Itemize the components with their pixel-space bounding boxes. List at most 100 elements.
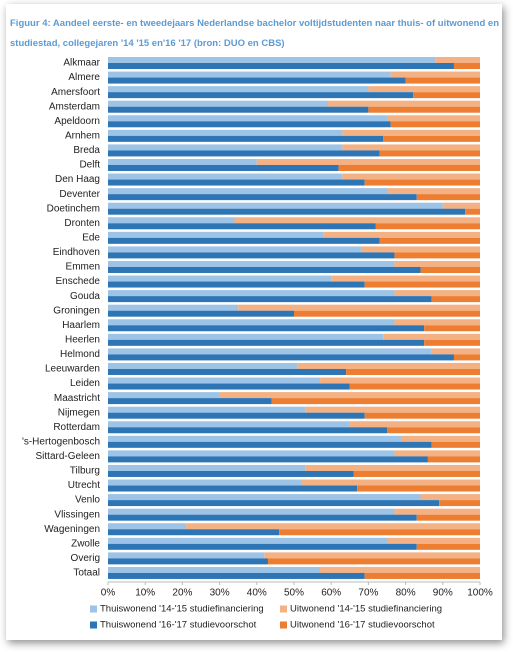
y-tick-label: Nijmegen (58, 407, 100, 418)
bar-segment (394, 290, 480, 297)
bar-segment (108, 246, 361, 253)
bar-segment (108, 281, 365, 288)
bar-segment (387, 188, 480, 195)
bar-segment (108, 115, 387, 122)
bar-segment (108, 92, 414, 99)
bar-segment (108, 412, 365, 419)
bar-segment (353, 470, 480, 477)
bar-segment (431, 348, 480, 355)
bar-segment (427, 456, 480, 463)
bar-segment (108, 144, 343, 151)
bar-segment (331, 275, 480, 282)
y-tick-label: Groningen (53, 305, 100, 316)
bar-segment (186, 523, 480, 530)
bar-segment (453, 63, 480, 69)
bar-segment (108, 333, 384, 340)
bar-segment (108, 435, 402, 442)
bar-segment (108, 348, 432, 355)
bar-segment (431, 296, 480, 303)
y-tick-label: Utrecht (68, 480, 100, 491)
y-tick-label: Totaal (73, 568, 100, 579)
frame: Figuur 4: Aandeel eerste- en tweedejaars… (6, 4, 502, 640)
bar-segment (465, 208, 480, 215)
y-tick-label: Gouda (70, 291, 100, 302)
bar-segment (416, 194, 480, 201)
y-tick-label: Dronten (64, 218, 100, 229)
bar-segment (342, 129, 480, 136)
y-tick-label: Apeldoorn (54, 116, 100, 127)
bar-segment (108, 86, 369, 93)
bar-segment (238, 304, 480, 311)
bar-segment (108, 464, 306, 471)
bar-segment (108, 217, 235, 224)
y-tick-label: Delft (79, 160, 100, 171)
bar-segment (364, 281, 480, 288)
y-tick-label: Venlo (75, 495, 100, 506)
bar-segment (108, 421, 350, 428)
bar-segment (108, 450, 395, 457)
bar-segment (346, 368, 480, 375)
bar-segment (364, 179, 480, 186)
y-tick-label: 's-Hertogenbosch (22, 436, 100, 447)
bar-segment (368, 106, 480, 113)
x-tick-label: 10% (135, 588, 155, 599)
bar-segment (387, 537, 480, 544)
bar-segment (439, 500, 480, 507)
bar-segment (320, 377, 480, 384)
bar-segment (108, 194, 417, 201)
bar-segment (364, 412, 480, 419)
bar-segment (416, 514, 480, 521)
bar-segment (108, 319, 395, 326)
bar-segment (108, 260, 395, 267)
bar-segment (108, 179, 365, 186)
bar-segment (108, 339, 425, 346)
bar-segment (108, 441, 432, 448)
bar-segment (108, 523, 187, 530)
bar-segment (327, 100, 480, 107)
legend-swatch (90, 605, 97, 613)
chart-title: Figuur 4: Aandeel eerste- en tweedejaars… (10, 18, 499, 49)
x-tick-label: 100% (467, 588, 493, 599)
bar-segment (394, 450, 480, 457)
y-tick-label: Arnhem (65, 130, 100, 141)
bar-segment (323, 231, 480, 238)
bar-segment (108, 202, 443, 209)
x-tick-label: 0% (101, 588, 116, 599)
bar-segment (379, 150, 480, 157)
bar-segment (424, 325, 480, 332)
y-tick-label: Rotterdam (53, 422, 100, 433)
bar-segment (394, 319, 480, 326)
bar-segment (108, 368, 347, 375)
y-tick-label: Almere (68, 72, 100, 83)
legend-swatch (90, 621, 97, 629)
bar-segment (108, 71, 391, 78)
bar-segment (108, 566, 321, 573)
y-tick-label: Helmond (60, 349, 100, 360)
y-tick-label: Doetinchem (47, 203, 100, 214)
bar-segment (219, 392, 480, 399)
y-tick-label: Amersfoort (51, 87, 100, 98)
bar-segment (108, 57, 436, 63)
bar-segment (108, 479, 302, 486)
bar-segment (108, 173, 343, 180)
bar-segment (108, 100, 328, 107)
y-tick-label: Alkmaar (63, 58, 100, 69)
y-tick-label: Overig (71, 553, 100, 564)
bar-segment (394, 252, 480, 259)
bar-segment (108, 383, 350, 390)
bar-segment (108, 290, 395, 297)
bar-segment (108, 485, 358, 492)
bar-segment (424, 339, 480, 346)
bar-segment (108, 237, 380, 244)
bar-segment (342, 144, 480, 151)
bar-segment (108, 508, 395, 515)
bar-segment (420, 494, 480, 501)
bar-segment (267, 558, 480, 565)
bar-segment (264, 552, 480, 559)
y-tick-label: Wageningen (44, 524, 100, 535)
y-tick-label: Amsterdam (49, 101, 100, 112)
bar-segment (108, 266, 421, 273)
y-tick-label: Leiden (70, 378, 100, 389)
bar-segment (108, 470, 354, 477)
bar-segment (357, 485, 480, 492)
